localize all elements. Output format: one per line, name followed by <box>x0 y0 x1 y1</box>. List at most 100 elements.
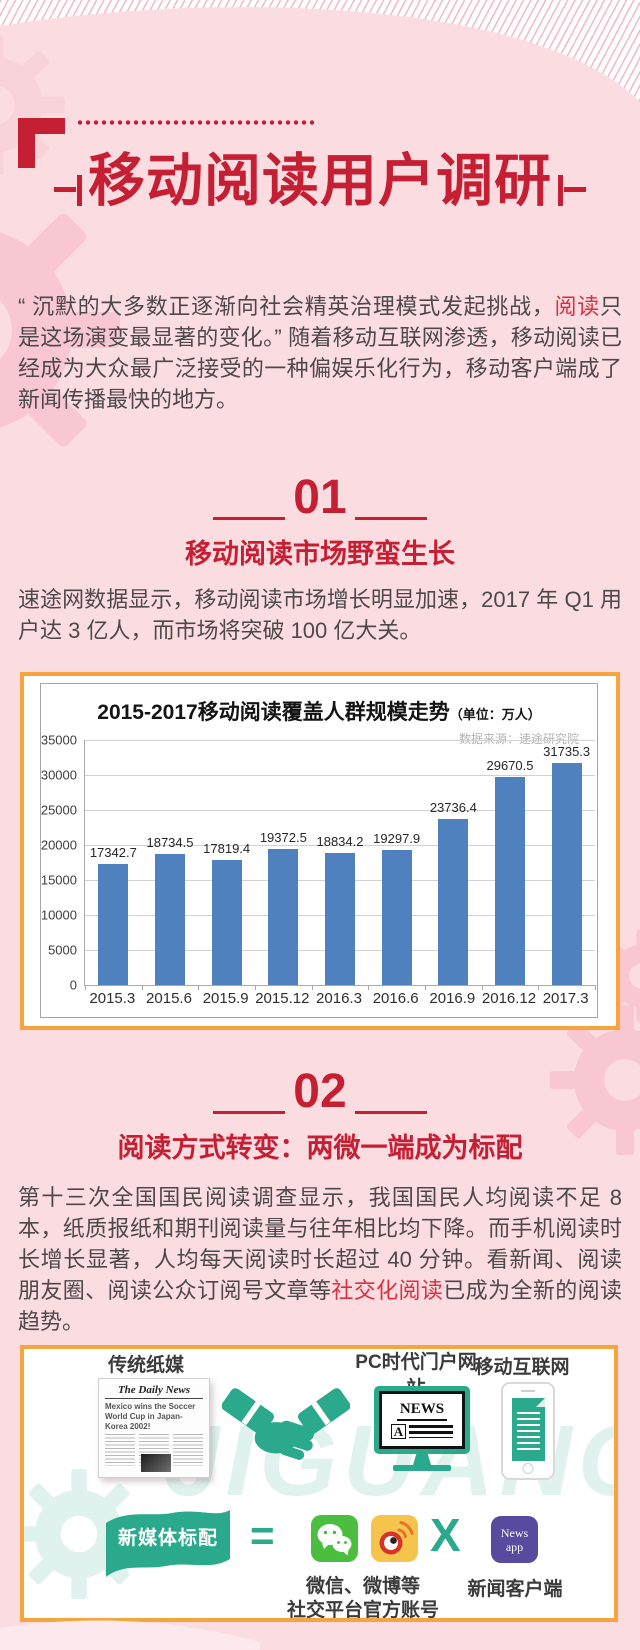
chart-bar-value: 23736.4 <box>429 799 477 815</box>
newspaper-headline: Mexico wins the Soccer World Cup in Japa… <box>105 1402 196 1431</box>
chart-x-tickmark <box>85 985 86 990</box>
chart-x-tickmark <box>198 985 200 990</box>
chart-x-tick-label: 2016.6 <box>372 990 419 1007</box>
monitor-text-lines <box>409 1424 454 1438</box>
chart-x-tickmark <box>481 985 483 990</box>
chart-bar-value: 17819.4 <box>203 841 251 857</box>
section-2-heading: 阅读方式转变：两微一端成为标配 <box>117 1133 523 1163</box>
chart-bar <box>324 853 355 985</box>
chart-x-tick-label: 2017.3 <box>542 990 589 1007</box>
gear-icon <box>550 1005 640 1155</box>
news-app-icon: News app <box>491 1516 538 1563</box>
chart-y-tick-label: 0 <box>69 977 77 993</box>
chart-bar-slot: 19372.5 <box>255 740 312 985</box>
chart-x-tickmark <box>141 985 143 990</box>
newspaper-masthead: The Daily News <box>105 1384 203 1399</box>
chart-bar-slot: 18734.5 <box>142 740 199 985</box>
ribbon-banner: 新媒体标配 <box>102 1503 234 1581</box>
monitor-article-letter: A <box>390 1423 407 1439</box>
chart-x-tick-label: 2016.12 <box>481 990 537 1007</box>
document-icon <box>512 1398 545 1461</box>
chart-y-tick-label: 25000 <box>40 802 77 818</box>
chart-bar-slot: 19297.9 <box>368 740 425 985</box>
chart-bar-slot: 31735.3 <box>538 740 595 985</box>
intro-text: “ 沉默的大多数正逐渐向社会精英治理模式发起挑战， <box>18 294 555 319</box>
multiply-sign: X <box>430 1509 461 1561</box>
chart-source: 数据来源：速途研究院 <box>458 732 579 746</box>
chart-y-tick-label: 15000 <box>40 872 77 888</box>
section-1-number-block: 01 <box>0 474 640 522</box>
news-app-line1: News <box>500 1525 529 1540</box>
chart-bar-value: 19372.5 <box>259 830 307 846</box>
intro-paragraph: “ 沉默的大多数正逐渐向社会精英治理模式发起挑战，阅读只是这场演变最显著的变化。… <box>18 291 622 415</box>
chart-bar <box>551 762 582 985</box>
caption-social-accounts: 微信、微博等 社交平台官方账号 <box>263 1575 463 1621</box>
label-traditional-media: 传统纸媒 <box>107 1355 184 1376</box>
chart-bar-slot: 17342.7 <box>85 740 142 985</box>
section-2-number-block: 02 <box>0 1068 640 1116</box>
chart-bar-value: 29670.5 <box>486 758 534 774</box>
chart-x-tick-label: 2015.3 <box>89 990 136 1007</box>
chart-y-tick-label: 5000 <box>48 942 77 958</box>
chart-bar-value: 18734.5 <box>146 834 194 850</box>
handshake-icon <box>222 1388 350 1460</box>
intro-highlight: 阅读 <box>554 294 600 319</box>
section-2-paragraph: 第十三次全国国民阅读调查显示，我国国民人均阅读不足 8 本，纸质报纸和期刊阅读量… <box>18 1182 622 1337</box>
chart-x-axis: 2015.3 2015.6 2015.9 2015.12 2016.3 2016.6 201… <box>84 987 594 1011</box>
chart-title-unit: （单位：万人） <box>449 707 541 722</box>
caption-news-client: 新闻客户端 <box>467 1579 563 1600</box>
section-1-paragraph: 速途网数据显示，移动阅读市场增长明显加速，2017 年 Q1 用户达 3 亿人，… <box>18 587 622 643</box>
chart-bar <box>381 849 412 985</box>
chart-bar <box>211 860 242 985</box>
chart-bar-value: 18834.2 <box>316 834 364 850</box>
section-1-number: 01 <box>293 471 347 524</box>
chart-x-tickmark <box>425 985 426 990</box>
header: 移动阅读用户调研 <box>0 150 640 213</box>
caption-social-line2: 社交平台官方账号 <box>286 1600 439 1621</box>
divider <box>354 517 427 520</box>
equals-sign: = <box>250 1512 275 1559</box>
chart-bar-value: 17342.7 <box>89 844 137 860</box>
newspaper-photo <box>141 1454 171 1472</box>
chart-x-tick-label: 2015.9 <box>202 990 249 1007</box>
chart-plot: 17342.7 18734.5 17819.4 19372.5 18834.2 19297… <box>84 740 596 990</box>
divider <box>213 517 286 520</box>
chart-x-tickmark <box>595 985 596 990</box>
section-2-text: 第十三次全国国民阅读调查显示，我国国民人均阅读不足 8 本，纸质报纸和期刊阅读量… <box>18 1185 622 1303</box>
chart-panel: 2015-2017移动阅读覆盖人群规模走势（单位：万人） 数据来源：速途研究院 … <box>20 672 620 1030</box>
newspaper-icon: The Daily News Mexico wins the Soccer Wo… <box>98 1378 210 1478</box>
chart-gridline <box>85 845 595 846</box>
chart-x-tick-label: 2015.6 <box>146 990 192 1007</box>
divider <box>213 1111 286 1114</box>
section-1-heading: 移动阅读市场野蛮生长 <box>185 539 455 569</box>
illustration-panel: JIGUANG 传统纸媒 PC时代门户网站 移动互联网 The Daily Ne… <box>20 1345 618 1622</box>
chart-x-tick-label: 2015.12 <box>255 990 310 1007</box>
chart-gridline <box>85 775 595 776</box>
chart-x-tickmark <box>255 985 256 990</box>
newspaper-columns <box>105 1434 203 1466</box>
chart-bar-value: 31735.3 <box>543 743 591 759</box>
chart-bar-slot: 17819.4 <box>198 740 255 985</box>
chart-bar-slot: 29670.5 <box>482 740 539 985</box>
monitor-news-text: NEWS <box>396 1401 448 1421</box>
chart-gridline <box>85 740 595 741</box>
chart-bar-slot: 23736.4 <box>425 740 482 985</box>
chart-bar <box>268 849 299 985</box>
chart-x-tickmark <box>538 985 540 990</box>
section-2-number: 02 <box>293 1065 347 1118</box>
chart-bar <box>154 853 185 985</box>
chart-y-tick-label: 20000 <box>40 837 77 853</box>
chart-bar <box>98 863 129 985</box>
chart-y-tick-label: 10000 <box>40 907 77 923</box>
section-2-highlight: 社交化阅读 <box>331 1278 444 1303</box>
smartphone-icon <box>501 1382 555 1480</box>
chart-y-tick-label: 30000 <box>40 767 77 783</box>
intro-text-rest: 只是这场演变最显著的变化。” 随着移动互联网渗透，移动阅读已经成为大众最广泛接受… <box>18 294 622 412</box>
ribbon-label: 新媒体标配 <box>117 1527 218 1549</box>
chart-bar <box>438 818 469 985</box>
chart-x-tickmark <box>368 985 370 990</box>
chart-title-text: 2015-2017移动阅读覆盖人群规模走势 <box>97 701 450 724</box>
chart-bar <box>494 777 525 985</box>
wechat-icon <box>311 1515 358 1562</box>
